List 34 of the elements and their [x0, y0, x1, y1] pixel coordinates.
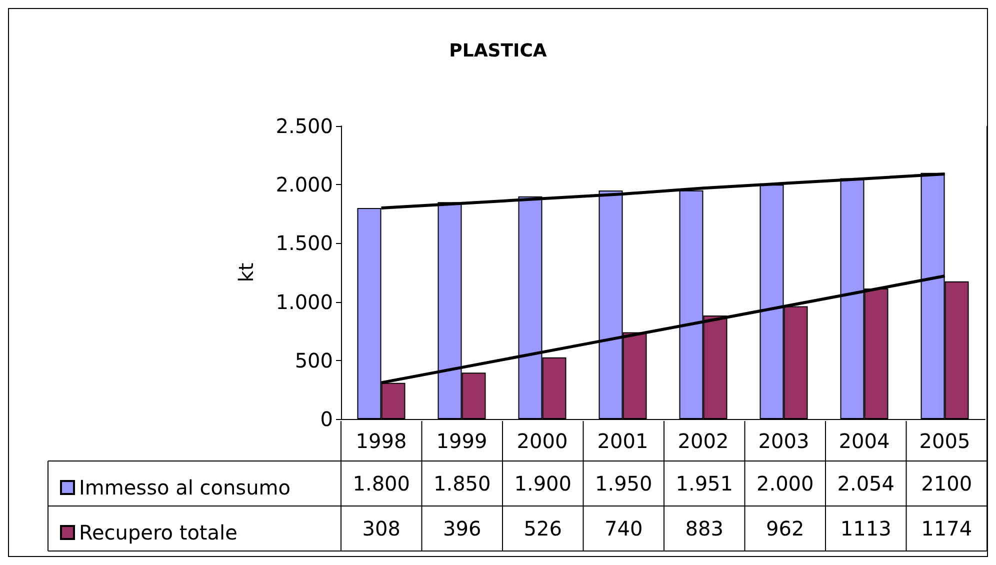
y-tick-label: 2.000: [276, 172, 333, 197]
x-tick-label: 2004: [838, 429, 890, 453]
y-tick-label: 1.500: [276, 231, 333, 256]
data-label: 2.000: [756, 472, 814, 496]
data-label: 1.951: [676, 472, 734, 496]
data-label: 2.054: [837, 472, 895, 496]
data-label: 308: [362, 516, 400, 540]
x-tick-label: 1998: [356, 429, 407, 453]
x-tick-label: 2005: [919, 429, 970, 453]
x-tick-label: 2003: [758, 429, 810, 453]
data-label: 2100: [921, 472, 972, 496]
x-tick-label: 2002: [678, 429, 729, 453]
data-label: 1113: [840, 516, 892, 540]
y-axis-title: kt: [234, 262, 258, 282]
x-tick-label: 2000: [516, 429, 568, 453]
data-label: 883: [685, 516, 724, 540]
y-tick-label: 1.000: [276, 290, 333, 314]
data-label: 396: [443, 516, 482, 540]
data-label: 1.850: [433, 472, 491, 496]
y-tick-label: 2.500: [276, 114, 333, 138]
legend-label: Recupero totale: [79, 520, 238, 544]
data-label: 1.950: [594, 472, 652, 496]
y-tick-label: 500: [294, 348, 333, 372]
x-tick-label: 2001: [597, 429, 648, 453]
data-label: 1.800: [352, 472, 410, 496]
x-tick-label: 1999: [436, 429, 488, 453]
data-label: 740: [604, 516, 643, 540]
chart-title: PLASTICA: [449, 40, 547, 62]
y-tick-label: 0: [320, 407, 333, 431]
data-label: 1.900: [514, 472, 572, 496]
data-label: 1174: [921, 516, 972, 540]
legend-label: Immesso al consumo: [79, 476, 290, 500]
data-label: 526: [524, 516, 562, 540]
data-label: 962: [766, 516, 804, 540]
